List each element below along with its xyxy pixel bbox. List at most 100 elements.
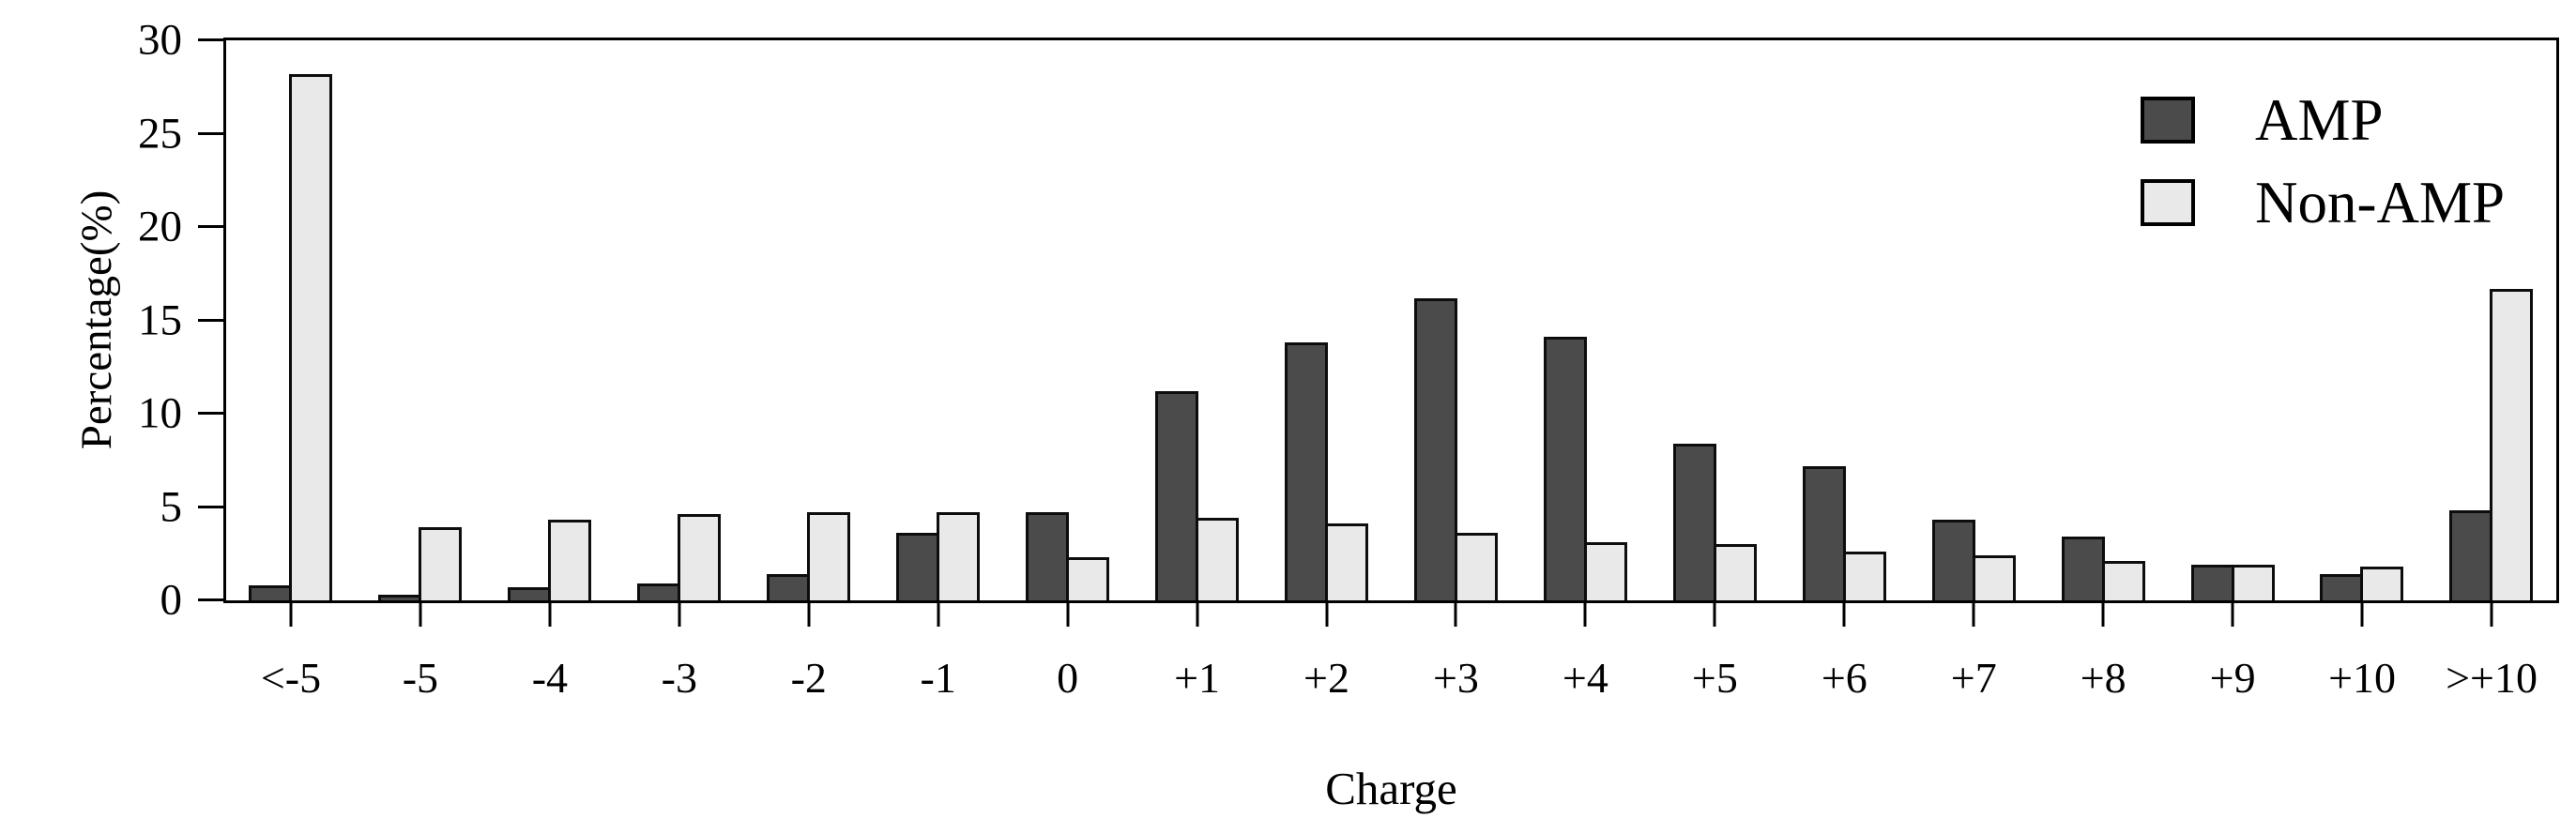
bar-amp--2 xyxy=(767,574,811,600)
bar-group-+10 xyxy=(2297,40,2427,600)
y-tick-20 xyxy=(198,225,223,228)
x-tick-label-+4: +4 xyxy=(1562,654,1608,702)
bar-group-+5 xyxy=(1650,40,1779,600)
bar-group-+1 xyxy=(1133,40,1262,600)
x-tick-label--1: -1 xyxy=(920,654,956,702)
bar-group-+3 xyxy=(1391,40,1520,600)
bar-group--1 xyxy=(874,40,1003,600)
x-tick-+4 xyxy=(1583,600,1587,627)
bar-series-container xyxy=(226,40,2556,600)
bar-non-amp-+6 xyxy=(1842,552,1886,600)
x-tick-+6 xyxy=(1842,600,1846,627)
x-tick--4 xyxy=(548,600,552,627)
bar-group-+8 xyxy=(2038,40,2168,600)
legend-label-non-amp: Non-AMP xyxy=(2254,170,2505,235)
bar-amp-+3 xyxy=(1413,297,1457,600)
x-tick-label->+10: >+10 xyxy=(2446,654,2538,702)
x-tick-+10 xyxy=(2360,600,2364,627)
bar-group-+7 xyxy=(1909,40,2038,600)
x-tick-+2 xyxy=(1325,600,1329,627)
bar-non-amp-+4 xyxy=(1583,542,1627,600)
x-tick--2 xyxy=(807,600,811,627)
bar-non-amp-+8 xyxy=(2101,561,2145,600)
bar-group-<-5 xyxy=(226,40,356,600)
bar-non-amp-+1 xyxy=(1196,518,1240,600)
x-tick-+5 xyxy=(1713,600,1716,627)
x-tick-label-+8: +8 xyxy=(2080,654,2126,702)
x-axis-title: Charge xyxy=(1325,763,1457,814)
bar-non-amp-+7 xyxy=(1972,555,2016,600)
x-tick-+7 xyxy=(1972,600,1975,627)
bar-non-amp--1 xyxy=(937,512,981,600)
x-tick-+1 xyxy=(1196,600,1199,627)
x-tick--3 xyxy=(678,600,681,627)
bar-amp-+8 xyxy=(2061,537,2105,600)
bar-group-0 xyxy=(1003,40,1133,600)
x-tick-label-0: 0 xyxy=(1057,654,1079,702)
x-tick-0 xyxy=(1066,600,1070,627)
bar-non-amp-<-5 xyxy=(289,73,333,600)
x-tick-+8 xyxy=(2101,600,2105,627)
bar-amp-+5 xyxy=(1672,443,1716,600)
x-tick-+3 xyxy=(1454,600,1457,627)
bar-amp-0 xyxy=(1026,512,1070,600)
bar-amp--4 xyxy=(508,587,552,600)
y-tick-25 xyxy=(198,131,223,135)
x-tick-label-+9: +9 xyxy=(2209,654,2256,702)
x-tick--1 xyxy=(937,600,940,627)
y-tick-label-10: 10 xyxy=(138,388,182,438)
plot-area: 0 5 10 15 20 25 30 <-5 -5 -4 -3 -2 -1 0 +1 +2 +3 +4 +5 +6 +… xyxy=(138,18,2559,702)
y-tick-0 xyxy=(198,598,223,601)
bar-non-amp-+9 xyxy=(2231,565,2275,600)
y-tick-label-5: 5 xyxy=(160,482,183,531)
legend-item-non-amp: Non-AMP xyxy=(2140,170,2505,235)
bar-group--3 xyxy=(615,40,744,600)
x-tick-label-+1: +1 xyxy=(1174,654,1221,702)
bar-group-+4 xyxy=(1520,40,1650,600)
legend: AMP Non-AMP xyxy=(2140,87,2505,235)
bar-amp-+6 xyxy=(1802,465,1846,600)
bar-non-amp-+2 xyxy=(1324,523,1368,600)
legend-label-amp: AMP xyxy=(2254,87,2384,153)
y-tick-label-25: 25 xyxy=(138,109,182,158)
bar-non-amp--5 xyxy=(419,527,463,600)
bar-amp-+1 xyxy=(1155,391,1199,600)
y-tick-10 xyxy=(198,412,223,415)
x-tick-label--4: -4 xyxy=(531,654,569,702)
y-tick-30 xyxy=(198,38,223,41)
bar-amp--3 xyxy=(637,583,681,600)
x-tick-label--2: -2 xyxy=(790,654,827,702)
legend-item-amp: AMP xyxy=(2140,87,2505,153)
bar-non-amp--3 xyxy=(678,514,722,600)
bar-group--5 xyxy=(356,40,485,600)
y-tick-5 xyxy=(198,505,223,508)
bar-non-amp->+10 xyxy=(2490,288,2534,600)
bar-amp-+7 xyxy=(1931,520,1975,600)
legend-swatch-non-amp xyxy=(2140,179,2195,226)
y-tick-label-0: 0 xyxy=(160,575,183,625)
bar-amp-<-5 xyxy=(249,585,293,600)
x-tick-label--5: -5 xyxy=(402,654,439,702)
y-tick-label-15: 15 xyxy=(138,295,182,344)
x-tick-label-+2: +2 xyxy=(1303,654,1349,702)
bar-non-amp--4 xyxy=(548,520,592,600)
bar-amp-+4 xyxy=(1543,337,1587,600)
x-tick--5 xyxy=(419,600,422,627)
x-tick-label--3: -3 xyxy=(661,654,697,702)
x-tick-label-+3: +3 xyxy=(1432,654,1479,702)
x-tick-label-<-5: <-5 xyxy=(260,654,322,702)
bar-group-+9 xyxy=(2168,40,2297,600)
bar-amp--1 xyxy=(896,533,940,600)
x-tick-label-+7: +7 xyxy=(1950,654,1997,702)
bar-non-amp--2 xyxy=(807,512,851,600)
y-tick-label-30: 30 xyxy=(138,15,182,65)
bar-group--4 xyxy=(485,40,615,600)
legend-swatch-amp xyxy=(2140,97,2195,144)
x-tick-label-+10: +10 xyxy=(2328,654,2397,702)
x-tick-label-+5: +5 xyxy=(1691,654,1738,702)
bar-non-amp-0 xyxy=(1066,557,1110,600)
y-tick-label-20: 20 xyxy=(138,202,182,251)
bar-group--2 xyxy=(744,40,874,600)
x-tick->+10 xyxy=(2490,600,2493,627)
